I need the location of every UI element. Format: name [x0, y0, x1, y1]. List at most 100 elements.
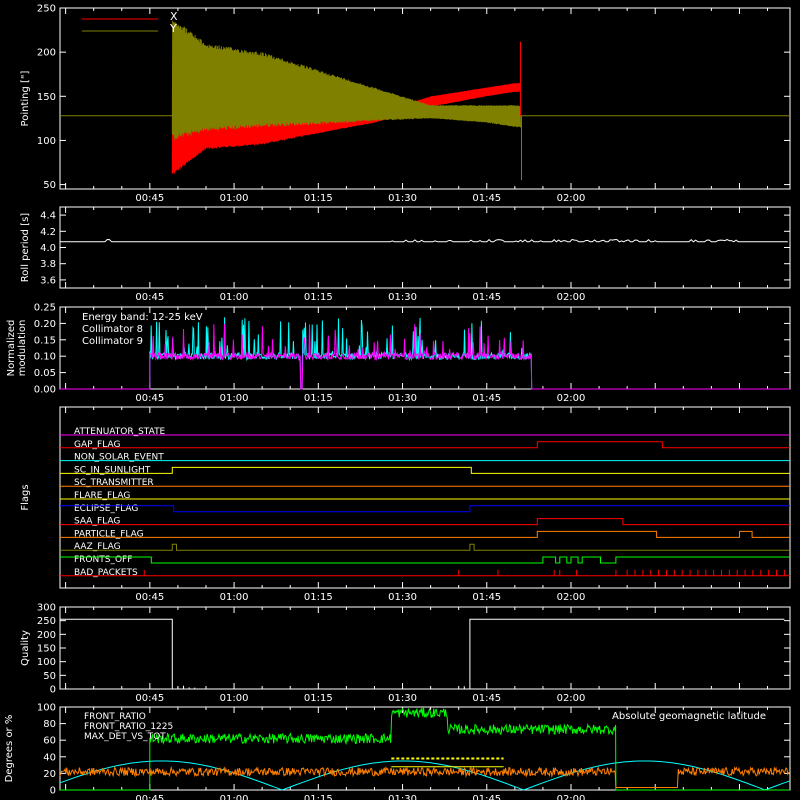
flag-line-aaz-flag	[60, 543, 790, 551]
panel-modulation: 00:45 01:00 01:15 01:30 01:45 02:00 Normalized…	[6, 303, 791, 404]
x-tick-label: 01:30	[388, 292, 417, 303]
flag-label-attenuator-state: ATTENUATOR_STATE	[74, 427, 166, 437]
plot-frame-pointing	[59, 7, 791, 190]
panel-pointing: 00:45 01:00 01:15 01:30 01:45 02:00 Pointing […	[20, 4, 791, 204]
x-tick-label: 01:45	[472, 693, 501, 704]
series-line-collimator-9	[60, 323, 790, 390]
y-tick-label: 0.20	[34, 319, 56, 330]
x-tick-label: 00:45	[135, 393, 164, 404]
y-tick-label: 200	[37, 630, 56, 641]
y-tick-label: 60	[43, 736, 56, 747]
x-tick-label: 01:00	[220, 292, 249, 303]
x-tick-label: 01:15	[304, 693, 333, 704]
y-tick-label: 200	[37, 48, 56, 59]
flag-line-particle-flag	[60, 530, 790, 538]
x-tick-label: 02:00	[557, 794, 586, 800]
y-tick-label: 3.8	[40, 259, 56, 270]
x-tick-label: 01:30	[388, 393, 417, 404]
x-tick-label: 02:00	[557, 693, 586, 704]
flag-line-fronts-off	[60, 556, 790, 564]
panel-quality: 00:45 01:00 01:15 01:30 01:45 02:00 Quality 0 50…	[20, 603, 791, 704]
legend-label-front-ratio-1225: FRONT_RATIO_1225	[84, 722, 173, 732]
y-tick-label: 0	[50, 786, 56, 797]
flag-label-sc-transmitter: SC_TRANSMITTER	[74, 478, 154, 488]
y-axis-label: Normalized	[6, 320, 17, 377]
y-tick-label: 50	[43, 180, 56, 191]
y-tick-label: 80	[43, 719, 56, 730]
annotation-energy-band: Energy band: 12-25 keV	[82, 312, 203, 323]
x-tick-label: 01:45	[472, 393, 501, 404]
y-axis-label: Degrees or %	[4, 715, 15, 783]
plot-frame-front_ratio	[59, 706, 791, 791]
x-tick-label: 01:00	[220, 794, 249, 800]
x-tick-label: 00:45	[135, 693, 164, 704]
flag-label-sc-in-sunlight: SC_IN_SUNLIGHT	[74, 465, 151, 475]
y-axis-label: Pointing ["]	[20, 70, 31, 126]
legend-label-max-det-vs-tot: MAX_DET_VS_TOT	[84, 732, 166, 742]
flag-line-gap-flag	[60, 441, 790, 449]
y-tick-label: 150	[37, 644, 56, 655]
x-tick-label: 01:15	[304, 794, 333, 800]
plot-frame-modulation	[59, 306, 791, 390]
x-tick-label: 01:30	[388, 794, 417, 800]
x-tick-label: 01:00	[220, 592, 249, 603]
series-line-quality	[60, 618, 785, 690]
y-tick-label: 0.10	[34, 352, 56, 363]
legend-label-collimator-8: Collimator 8	[82, 324, 143, 335]
panel-front_ratio: 00:45 01:00 01:15 01:30 01:45 02:00 Degrees or…	[4, 703, 791, 800]
legend-label-x: X	[170, 10, 178, 23]
panel-flags: 00:45 01:00 01:15 01:30 01:45 02:00 Flags ATTEN…	[20, 406, 791, 603]
y-tick-label: 0.00	[34, 385, 56, 396]
y-tick-label: 0.05	[34, 368, 56, 379]
y-tick-label: 300	[37, 603, 56, 614]
y-axis-label: Quality	[20, 630, 31, 666]
flag-label-particle-flag: PARTICLE_FLAG	[74, 529, 144, 539]
y-axis-label: modulation	[17, 320, 28, 377]
panel-roll_period: 00:45 01:00 01:15 01:30 01:45 02:00 Roll perio…	[20, 206, 791, 303]
x-tick-label: 01:30	[388, 592, 417, 603]
y-tick-label: 150	[37, 92, 56, 103]
x-tick-label: 02:00	[557, 193, 586, 204]
x-tick-label: 01:15	[304, 592, 333, 603]
y-tick-label: 3.6	[40, 275, 56, 286]
legend-label-y: Y	[169, 22, 177, 35]
flag-label-non-solar-event: NON_SOLAR_EVENT	[74, 453, 164, 463]
x-tick-label: 01:00	[220, 693, 249, 704]
flag-label-aaz-flag: AAZ_FLAG	[74, 542, 121, 552]
series-line-y	[171, 20, 521, 140]
x-tick-label: 01:00	[220, 393, 249, 404]
y-tick-label: 50	[43, 671, 56, 682]
flag-label-saa-flag: SAA_FLAG	[74, 517, 120, 527]
series-line-max-det-vs-tot	[59, 765, 790, 788]
x-tick-label: 01:30	[388, 193, 417, 204]
series-line-roll-period	[60, 238, 788, 243]
y-tick-label: 100	[37, 136, 56, 147]
x-tick-label: 02:00	[557, 393, 586, 404]
y-tick-label: 4.4	[40, 211, 56, 222]
flag-line-eclipse-flag	[60, 505, 790, 513]
y-tick-label: 100	[37, 703, 56, 714]
x-tick-label: 01:15	[304, 193, 333, 204]
y-tick-label: 0.25	[34, 303, 56, 314]
y-tick-label: 250	[37, 616, 56, 627]
flag-line-sc-in-sunlight	[60, 466, 790, 474]
series-line-collimator-8	[60, 317, 790, 390]
x-tick-label: 00:45	[135, 193, 164, 204]
series-line-front-ratio-1225	[60, 707, 790, 791]
x-tick-label: 01:45	[472, 193, 501, 204]
x-tick-label: 01:15	[304, 292, 333, 303]
flag-label-fronts-off: FRONTS_OFF	[74, 555, 132, 565]
flag-label-gap-flag: GAP_FLAG	[74, 440, 120, 450]
x-tick-label: 00:45	[135, 292, 164, 303]
y-tick-label: 4.0	[40, 243, 56, 254]
x-tick-label: 01:45	[472, 292, 501, 303]
y-axis-label: Roll period [s]	[20, 213, 31, 282]
flag-label-flare-flag: FLARE_FLAG	[74, 491, 130, 501]
y-tick-label: 0	[50, 685, 56, 696]
x-tick-label: 01:45	[472, 794, 501, 800]
x-tick-label: 01:30	[388, 693, 417, 704]
x-tick-label: 01:15	[304, 393, 333, 404]
x-tick-label: 01:45	[472, 592, 501, 603]
